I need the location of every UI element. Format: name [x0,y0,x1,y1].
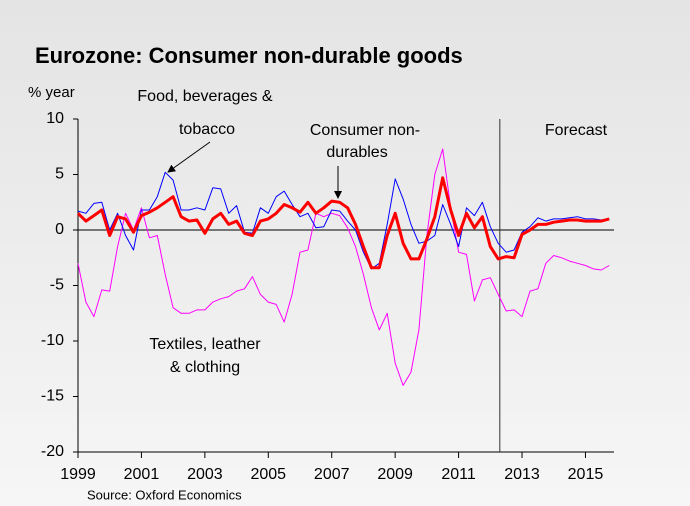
x-tick-label: 2013 [504,466,540,483]
y-tick-label: 10 [46,110,64,127]
y-tick-label: 5 [55,166,64,183]
annotation: Forecast [545,122,608,139]
y-tick-label: -10 [41,332,64,349]
source: Source: Oxford Economics [87,487,242,502]
annotation: durables [326,144,387,161]
annotation-arrow [167,141,211,173]
x-tick-label: 2007 [314,466,350,483]
annotation: tobacco [179,121,235,138]
x-tick-label: 2005 [250,466,286,483]
annotation: Textiles, leather [149,336,261,353]
chart-title: Eurozone: Consumer non-durable goods [35,43,463,68]
y-tick-label: -20 [41,443,64,460]
x-tick-label: 1999 [60,466,96,483]
x-tick-label: 2009 [377,466,413,483]
annotation: Food, beverages & [137,88,273,105]
series-line [77,148,610,386]
y-tick-label: -15 [41,388,64,405]
annotation: Consumer non- [310,122,420,139]
x-tick-label: 2001 [124,466,160,483]
y-tick-label: -5 [50,277,64,294]
x-tick-label: 2003 [187,466,223,483]
series-line [76,176,610,270]
y-tick-label: 0 [55,221,64,238]
y-axis-label: % year [28,84,75,101]
x-tick-label: 2011 [441,466,476,483]
annotation: & clothing [170,359,240,376]
x-tick-label: 2015 [568,466,604,483]
